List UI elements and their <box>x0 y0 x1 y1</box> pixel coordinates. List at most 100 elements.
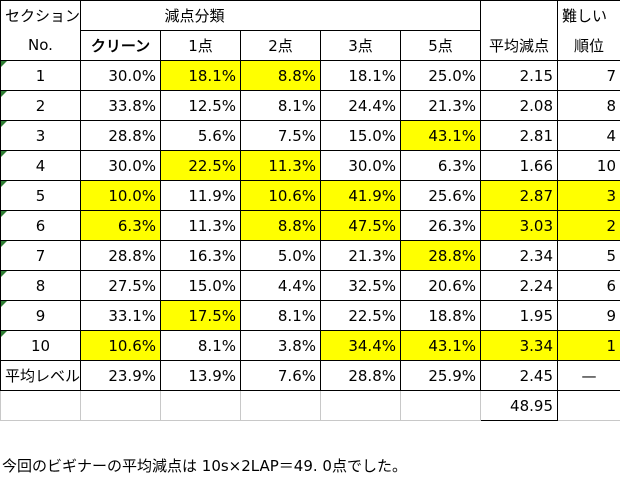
empty-cell[interactable] <box>557 390 620 421</box>
clean-cell[interactable]: 10.6% <box>80 330 161 361</box>
3pt-cell[interactable]: 21.3% <box>320 240 401 271</box>
1pt-cell[interactable]: 8.1% <box>160 330 241 361</box>
2pt-cell[interactable]: 8.8% <box>240 210 321 241</box>
3pt-cell[interactable]: 41.9% <box>320 180 401 211</box>
5pt-cell[interactable]: 26.3% <box>400 210 481 241</box>
section-no-cell[interactable]: 4 <box>0 150 81 181</box>
2pt-cell[interactable]: 11.3% <box>240 150 321 181</box>
header-3pt[interactable]: 3点 <box>320 30 401 61</box>
avg-cell[interactable]: 1.66 <box>480 150 558 181</box>
section-no-cell[interactable]: 3 <box>0 120 81 151</box>
empty-cell[interactable] <box>160 390 241 421</box>
2pt-cell[interactable]: 10.6% <box>240 180 321 211</box>
clean-cell[interactable]: 27.5% <box>80 270 161 301</box>
average-3pt-cell[interactable]: 28.8% <box>320 360 401 391</box>
header-rank[interactable]: 順位 <box>557 30 620 61</box>
5pt-cell[interactable]: 25.0% <box>400 60 481 91</box>
1pt-cell[interactable]: 18.1% <box>160 60 241 91</box>
header-5pt[interactable]: 5点 <box>400 30 481 61</box>
header-section[interactable]: セクション <box>0 0 81 31</box>
clean-cell[interactable]: 30.0% <box>80 60 161 91</box>
clean-cell[interactable]: 33.8% <box>80 90 161 121</box>
section-no-cell[interactable]: 10 <box>0 330 81 361</box>
section-no-cell[interactable]: 8 <box>0 270 81 301</box>
header-1pt[interactable]: 1点 <box>160 30 241 61</box>
header-clean[interactable]: クリーン <box>80 30 161 61</box>
2pt-cell[interactable]: 7.5% <box>240 120 321 151</box>
rank-cell[interactable]: 1 <box>557 330 620 361</box>
3pt-cell[interactable]: 32.5% <box>320 270 401 301</box>
avg-cell[interactable]: 2.15 <box>480 60 558 91</box>
2pt-cell[interactable]: 3.8% <box>240 330 321 361</box>
average-avg-cell[interactable]: 2.45 <box>480 360 558 391</box>
empty-cell[interactable] <box>80 390 161 421</box>
section-no-cell[interactable]: 1 <box>0 60 81 91</box>
3pt-cell[interactable]: 24.4% <box>320 90 401 121</box>
1pt-cell[interactable]: 22.5% <box>160 150 241 181</box>
2pt-cell[interactable]: 8.1% <box>240 90 321 121</box>
empty-cell[interactable] <box>400 390 481 421</box>
1pt-cell[interactable]: 16.3% <box>160 240 241 271</box>
avg-cell[interactable]: 2.08 <box>480 90 558 121</box>
5pt-cell[interactable]: 20.6% <box>400 270 481 301</box>
header-blank[interactable] <box>480 0 558 31</box>
clean-cell[interactable]: 33.1% <box>80 300 161 331</box>
header-deduction-classification[interactable]: 減点分類 <box>160 0 241 31</box>
rank-cell[interactable]: 2 <box>557 210 620 241</box>
avg-cell[interactable]: 1.95 <box>480 300 558 331</box>
avg-cell[interactable]: 2.81 <box>480 120 558 151</box>
3pt-cell[interactable]: 22.5% <box>320 300 401 331</box>
rank-cell[interactable]: 4 <box>557 120 620 151</box>
1pt-cell[interactable]: 5.6% <box>160 120 241 151</box>
average-rank-cell[interactable]: — <box>557 360 620 391</box>
clean-cell[interactable]: 28.8% <box>80 240 161 271</box>
average-1pt-cell[interactable]: 13.9% <box>160 360 241 391</box>
1pt-cell[interactable]: 12.5% <box>160 90 241 121</box>
1pt-cell[interactable]: 17.5% <box>160 300 241 331</box>
section-no-cell[interactable]: 9 <box>0 300 81 331</box>
header-difficulty[interactable]: 難しい <box>557 0 620 31</box>
5pt-cell[interactable]: 43.1% <box>400 330 481 361</box>
header-blank[interactable] <box>240 0 321 31</box>
3pt-cell[interactable]: 47.5% <box>320 210 401 241</box>
header-2pt[interactable]: 2点 <box>240 30 321 61</box>
header-blank[interactable] <box>400 0 481 31</box>
3pt-cell[interactable]: 18.1% <box>320 60 401 91</box>
rank-cell[interactable]: 3 <box>557 180 620 211</box>
rank-cell[interactable]: 5 <box>557 240 620 271</box>
2pt-cell[interactable]: 8.1% <box>240 300 321 331</box>
5pt-cell[interactable]: 21.3% <box>400 90 481 121</box>
3pt-cell[interactable]: 30.0% <box>320 150 401 181</box>
empty-cell[interactable] <box>320 390 401 421</box>
rank-cell[interactable]: 9 <box>557 300 620 331</box>
rank-cell[interactable]: 8 <box>557 90 620 121</box>
section-no-cell[interactable]: 5 <box>0 180 81 211</box>
header-avg[interactable]: 平均減点 <box>480 30 558 61</box>
5pt-cell[interactable]: 6.3% <box>400 150 481 181</box>
empty-cell[interactable] <box>0 390 81 421</box>
avg-cell[interactable]: 2.34 <box>480 240 558 271</box>
clean-cell[interactable]: 10.0% <box>80 180 161 211</box>
header-no[interactable]: No. <box>0 30 81 61</box>
1pt-cell[interactable]: 11.3% <box>160 210 241 241</box>
3pt-cell[interactable]: 34.4% <box>320 330 401 361</box>
rank-cell[interactable]: 7 <box>557 60 620 91</box>
5pt-cell[interactable]: 43.1% <box>400 120 481 151</box>
3pt-cell[interactable]: 15.0% <box>320 120 401 151</box>
5pt-cell[interactable]: 18.8% <box>400 300 481 331</box>
avg-cell[interactable]: 3.34 <box>480 330 558 361</box>
total-cell[interactable]: 48.95 <box>480 390 558 421</box>
5pt-cell[interactable]: 25.6% <box>400 180 481 211</box>
header-blank[interactable] <box>80 0 161 31</box>
clean-cell[interactable]: 6.3% <box>80 210 161 241</box>
rank-cell[interactable]: 6 <box>557 270 620 301</box>
1pt-cell[interactable]: 11.9% <box>160 180 241 211</box>
section-no-cell[interactable]: 7 <box>0 240 81 271</box>
clean-cell[interactable]: 28.8% <box>80 120 161 151</box>
average-5pt-cell[interactable]: 25.9% <box>400 360 481 391</box>
rank-cell[interactable]: 10 <box>557 150 620 181</box>
2pt-cell[interactable]: 8.8% <box>240 60 321 91</box>
avg-cell[interactable]: 2.87 <box>480 180 558 211</box>
1pt-cell[interactable]: 15.0% <box>160 270 241 301</box>
average-clean-cell[interactable]: 23.9% <box>80 360 161 391</box>
